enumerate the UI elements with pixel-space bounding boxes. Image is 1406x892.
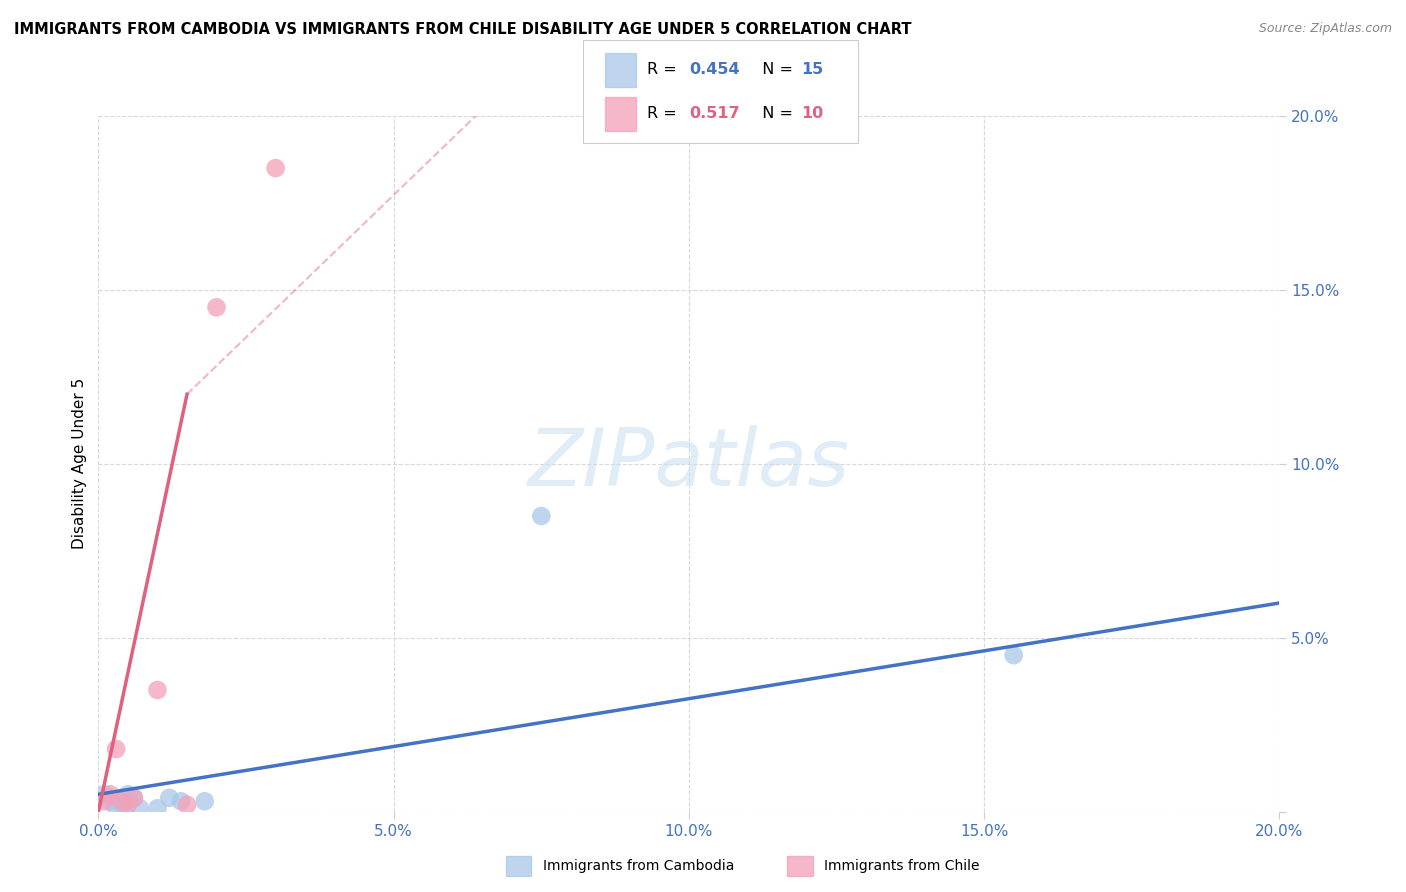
Text: 10: 10 [801, 105, 824, 120]
Point [111, 794, 134, 808]
Point [146, 683, 169, 698]
Text: N =: N = [752, 105, 799, 120]
Text: Immigrants from Chile: Immigrants from Chile [824, 859, 980, 873]
Point [117, 794, 139, 808]
Point [146, 801, 169, 815]
Point [98, 788, 121, 801]
Point [205, 300, 228, 315]
Text: 0.517: 0.517 [689, 105, 740, 120]
Point [122, 790, 145, 805]
Text: R =: R = [647, 105, 686, 120]
Point [170, 794, 193, 808]
Text: 15: 15 [801, 62, 824, 77]
Point [117, 797, 139, 812]
Text: ZIPatlas: ZIPatlas [527, 425, 851, 503]
Point [98, 794, 121, 808]
Text: N =: N = [752, 62, 799, 77]
Point [128, 801, 150, 815]
Y-axis label: Disability Age Under 5: Disability Age Under 5 [72, 378, 87, 549]
Point [122, 790, 145, 805]
Point [117, 788, 139, 801]
Point [111, 790, 134, 805]
Point [264, 161, 287, 175]
Point [93, 794, 115, 808]
Point [111, 797, 134, 812]
Point [157, 790, 180, 805]
Point [93, 788, 115, 801]
Text: Immigrants from Cambodia: Immigrants from Cambodia [543, 859, 734, 873]
Point [194, 794, 217, 808]
Point [1002, 648, 1025, 662]
Point [105, 742, 128, 756]
Point [176, 797, 198, 812]
Text: IMMIGRANTS FROM CAMBODIA VS IMMIGRANTS FROM CHILE DISABILITY AGE UNDER 5 CORRELA: IMMIGRANTS FROM CAMBODIA VS IMMIGRANTS F… [14, 22, 911, 37]
Text: 0.454: 0.454 [689, 62, 740, 77]
Point [530, 508, 553, 523]
Point [105, 801, 128, 815]
Text: Source: ZipAtlas.com: Source: ZipAtlas.com [1258, 22, 1392, 36]
Text: R =: R = [647, 62, 682, 77]
